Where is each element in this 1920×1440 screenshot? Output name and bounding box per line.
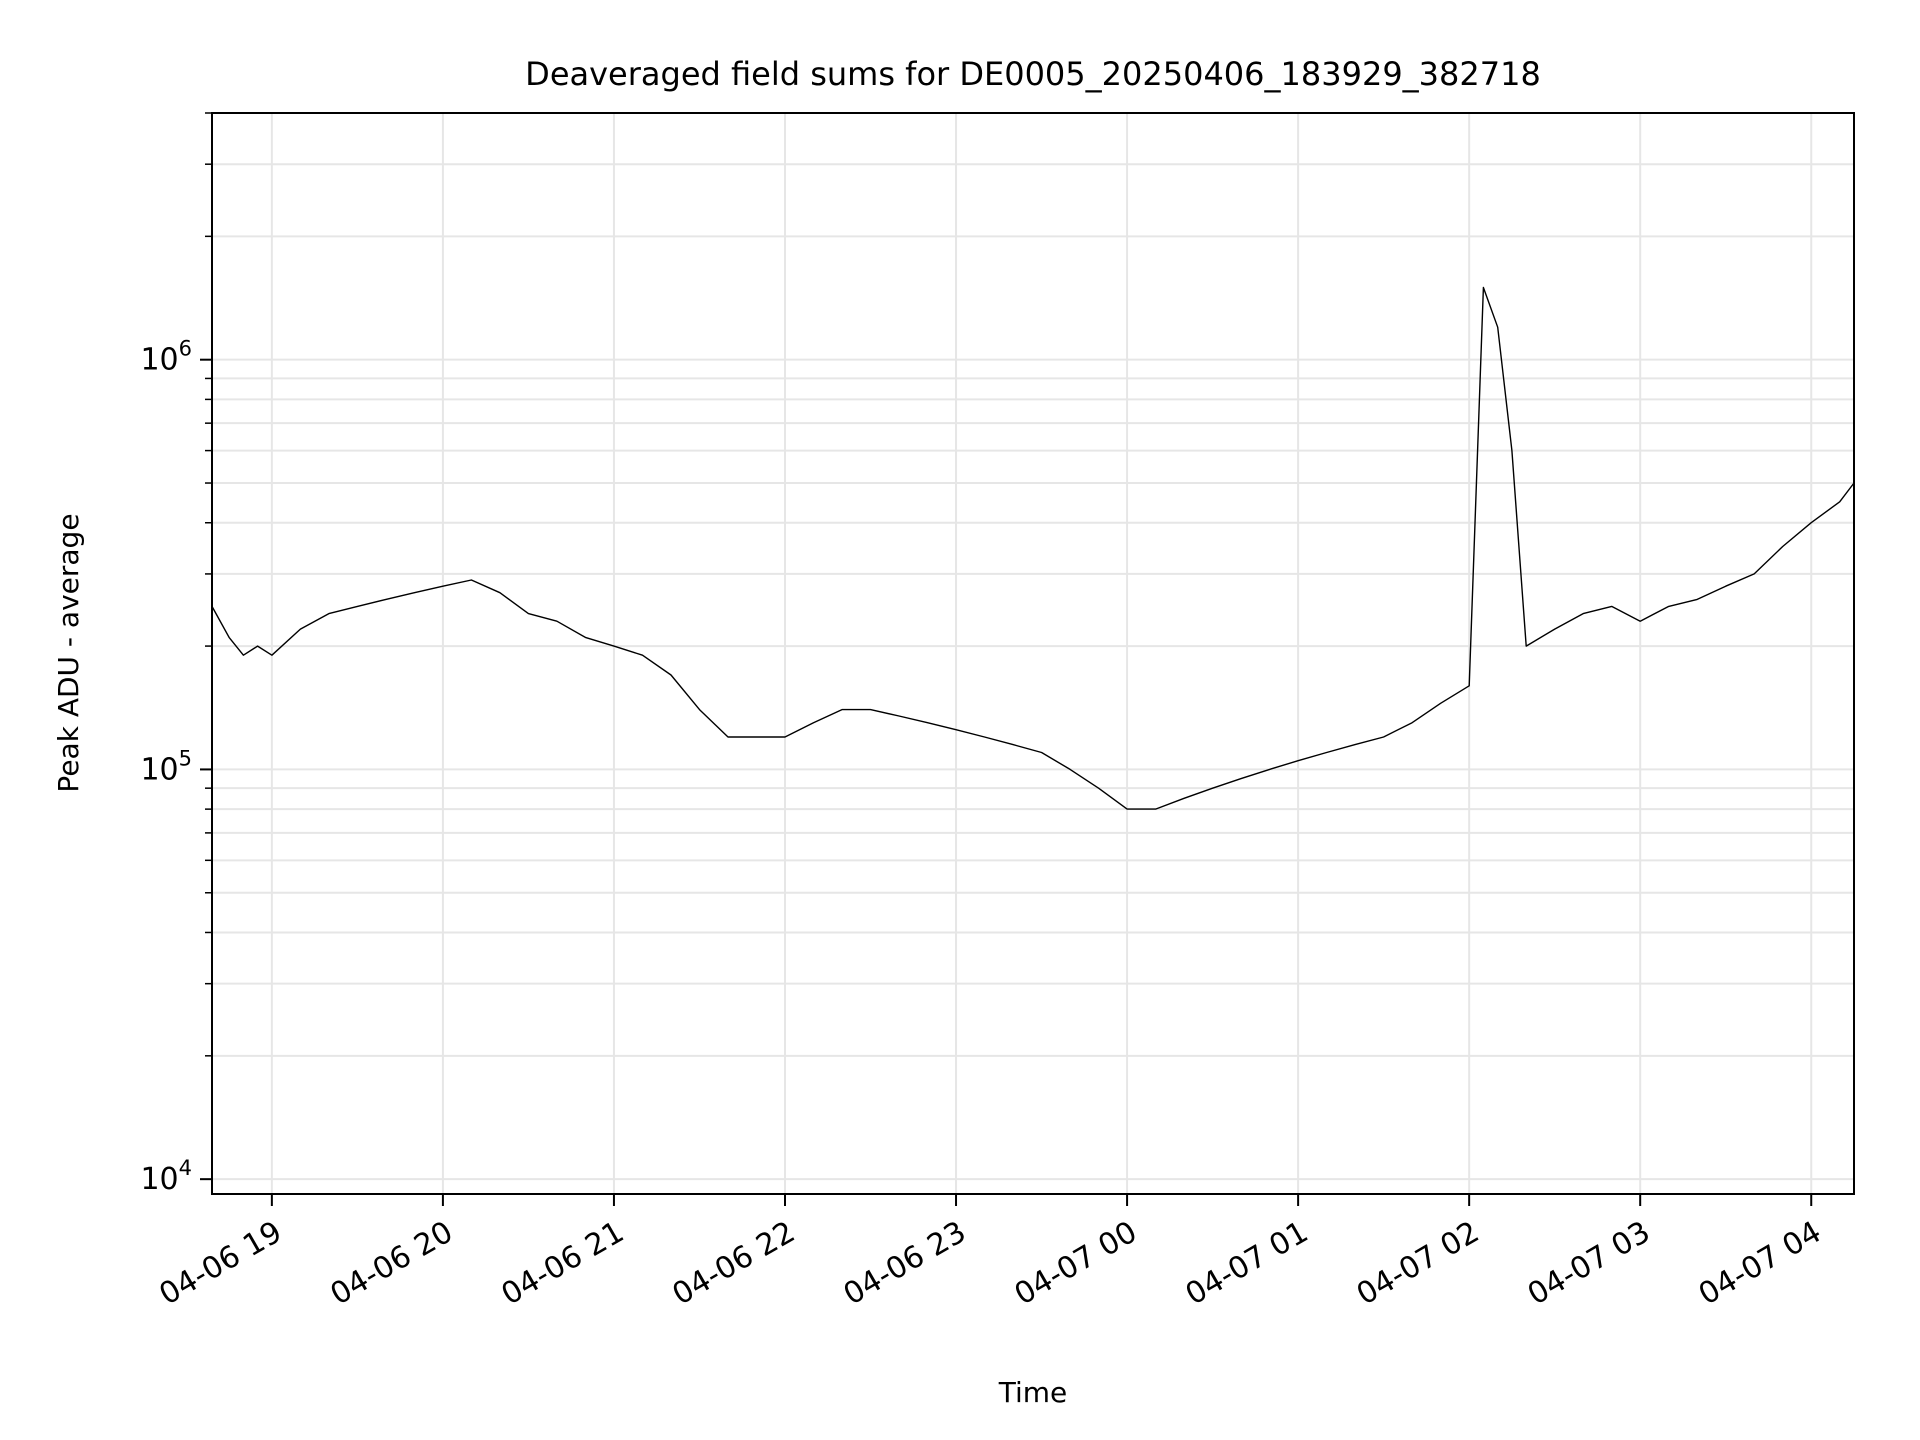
x-tick-label: 04-06 23 — [838, 1215, 972, 1313]
x-tick-label: 04-06 22 — [667, 1215, 801, 1313]
y-tick-label: 105 — [140, 746, 192, 787]
x-tick-label: 04-07 04 — [1693, 1215, 1827, 1313]
chart-title: Deaveraged field sums for DE0005_2025040… — [525, 55, 1541, 93]
x-tick-label: 04-07 03 — [1522, 1215, 1656, 1313]
x-tick-label: 04-06 20 — [325, 1215, 459, 1313]
y-tick-label: 104 — [140, 1156, 192, 1197]
x-axis: 04-06 19 04-06 20 04-06 21 04-06 22 04-06 23… — [154, 1194, 1827, 1313]
y-axis: 104 105 106 — [140, 112, 212, 1197]
x-axis-label: Time — [998, 1376, 1068, 1409]
x-tick-label: 04-06 21 — [496, 1215, 630, 1313]
y-axis-label: Peak ADU - average — [52, 513, 85, 792]
grid-lines — [212, 112, 1854, 1194]
x-tick-label: 04-06 19 — [154, 1215, 288, 1313]
plot-frame — [211, 112, 1855, 1195]
x-tick-label: 04-07 02 — [1351, 1215, 1485, 1313]
x-tick-label: 04-07 01 — [1180, 1215, 1314, 1313]
y-tick-label: 106 — [140, 337, 192, 378]
series-line — [211, 286, 1855, 810]
x-tick-label: 04-07 00 — [1009, 1215, 1143, 1313]
